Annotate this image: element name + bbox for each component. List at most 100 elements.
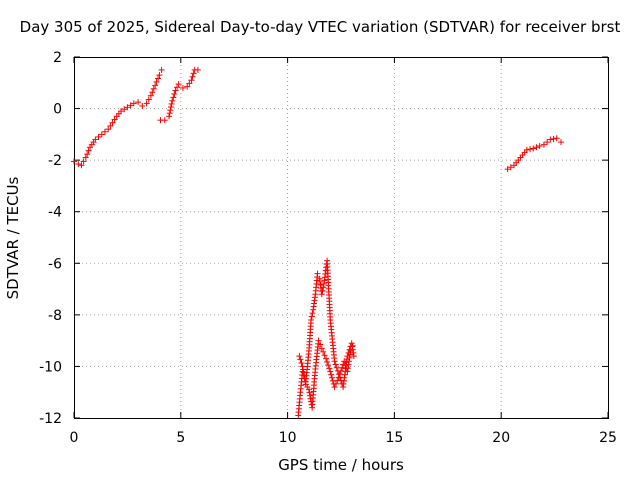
data-point	[349, 343, 356, 350]
data-point	[335, 374, 342, 381]
data-point	[300, 369, 307, 376]
data-point	[300, 366, 307, 373]
x-tick-label: 25	[599, 430, 617, 446]
data-point	[507, 164, 514, 171]
data-point	[306, 389, 313, 396]
data-point	[179, 84, 186, 91]
data-point	[85, 147, 92, 154]
data-point	[336, 371, 343, 378]
data-point	[308, 317, 315, 324]
data-point	[344, 368, 351, 375]
data-point	[547, 136, 554, 143]
data-point	[101, 128, 108, 135]
data-point	[170, 94, 177, 101]
data-point	[143, 100, 150, 107]
data-point	[332, 361, 339, 368]
data-point	[305, 386, 312, 393]
data-point	[329, 374, 336, 381]
data-point	[553, 135, 560, 142]
data-point	[324, 358, 331, 365]
y-tick-label: 0	[53, 102, 62, 118]
data-point	[167, 107, 174, 114]
data-point	[174, 84, 181, 91]
x-tick-label: 5	[176, 430, 185, 446]
data-point	[523, 146, 530, 153]
data-point	[540, 141, 547, 148]
data-point	[172, 87, 179, 94]
data-point	[188, 77, 195, 84]
data-point	[350, 353, 357, 360]
data-point	[331, 384, 338, 391]
data-point	[334, 377, 341, 384]
y-tick-label: -12	[39, 411, 62, 427]
data-point	[344, 365, 351, 372]
data-point	[121, 106, 128, 113]
data-point	[321, 352, 328, 359]
data-point	[75, 161, 82, 168]
data-point	[153, 78, 160, 85]
grid-layer	[74, 57, 608, 418]
data-point	[130, 100, 137, 107]
data-point	[296, 353, 303, 360]
data-point	[105, 126, 112, 133]
data-point	[150, 85, 157, 92]
data-point	[186, 80, 193, 87]
data-point	[107, 122, 114, 129]
data-point	[135, 99, 142, 106]
data-point	[299, 363, 306, 370]
data-point	[345, 361, 352, 368]
data-point	[301, 375, 308, 382]
data-point	[155, 75, 162, 82]
data-point	[332, 380, 339, 387]
data-point	[166, 113, 173, 120]
data-point	[347, 351, 354, 358]
data-point	[318, 345, 325, 352]
data-point	[327, 368, 334, 375]
data-point	[84, 151, 91, 158]
data-point	[326, 365, 333, 372]
data-point	[544, 139, 551, 146]
data-point	[189, 73, 196, 80]
data-point	[161, 117, 168, 124]
data-point	[348, 340, 355, 347]
y-tick-label: -6	[48, 256, 62, 272]
data-point	[331, 358, 338, 365]
data-point	[95, 133, 102, 140]
data-point	[124, 104, 131, 111]
data-point	[325, 362, 332, 369]
data-point	[346, 354, 353, 361]
data-point	[323, 355, 330, 362]
data-point	[92, 136, 99, 143]
data-point	[333, 364, 340, 371]
data-point	[109, 119, 116, 126]
x-tick-label: 0	[70, 430, 79, 446]
data-point	[338, 367, 344, 374]
data-point	[78, 162, 85, 169]
data-point	[190, 70, 197, 77]
data-point	[302, 378, 309, 385]
data-point	[71, 158, 77, 165]
data-point	[167, 104, 174, 111]
y-tick-label: -4	[48, 205, 62, 221]
y-axis-label: SDTVAR / TECUs	[4, 176, 22, 300]
data-point	[315, 337, 322, 344]
data-point	[298, 359, 305, 366]
x-tick-label: 15	[385, 430, 403, 446]
data-point	[346, 358, 353, 365]
data-point	[166, 110, 173, 117]
data-point	[530, 145, 537, 152]
data-point	[349, 342, 356, 349]
data-point	[533, 144, 540, 151]
data-point	[158, 66, 165, 73]
data-point	[111, 116, 118, 123]
chart-title: Day 305 of 2025, Sidereal Day-to-day VTE…	[19, 18, 621, 36]
data-point	[319, 287, 326, 294]
data-point	[309, 310, 316, 317]
data-point	[504, 166, 511, 173]
data-point	[139, 102, 146, 109]
data-point	[127, 102, 134, 109]
data-marks	[71, 66, 565, 419]
data-point	[184, 83, 191, 90]
data-point	[168, 100, 175, 107]
